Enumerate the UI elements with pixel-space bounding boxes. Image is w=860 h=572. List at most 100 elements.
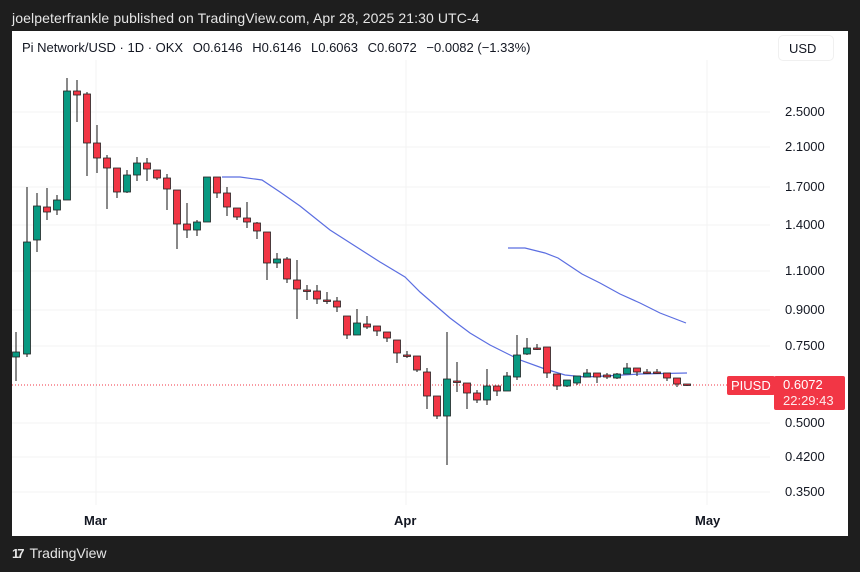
candle-down[interactable]: [433, 395, 441, 419]
candle-down[interactable]: [183, 203, 191, 238]
candle-down[interactable]: [313, 285, 321, 304]
price-axis-label: 0.7500: [785, 338, 825, 353]
candle-up[interactable]: [443, 332, 451, 465]
candle-down[interactable]: [463, 382, 471, 409]
candle-down[interactable]: [593, 372, 601, 383]
candle-down[interactable]: [163, 174, 171, 210]
candle-up[interactable]: [53, 195, 61, 215]
tradingview-footer[interactable]: 17 TradingView: [12, 545, 107, 561]
candle-down[interactable]: [363, 316, 371, 329]
price-axis-label: 1.7000: [785, 179, 825, 194]
price-axis-label: 1.4000: [785, 217, 825, 232]
candle-down[interactable]: [663, 372, 671, 381]
candle-down[interactable]: [333, 297, 341, 312]
candle-down[interactable]: [293, 260, 301, 319]
last-price-value: 0.6072: [783, 377, 823, 392]
time-axis-label: May: [695, 513, 721, 528]
candle-down[interactable]: [543, 346, 551, 378]
candle-down[interactable]: [303, 285, 311, 300]
candle-down[interactable]: [83, 92, 91, 176]
candle-up[interactable]: [563, 379, 571, 387]
candle-down[interactable]: [113, 167, 121, 198]
candle-up[interactable]: [123, 170, 131, 193]
candle-up[interactable]: [613, 373, 621, 379]
candle-down[interactable]: [403, 351, 411, 358]
candle-down[interactable]: [673, 377, 681, 387]
candle-up[interactable]: [523, 338, 531, 355]
candle-down[interactable]: [393, 339, 401, 363]
candle-down[interactable]: [423, 368, 431, 409]
symbol-title[interactable]: Pi Network/USD · 1D · OKX: [22, 40, 184, 55]
candle-down[interactable]: [73, 80, 81, 122]
candle-down[interactable]: [173, 189, 181, 249]
high-value: H0.6146: [252, 40, 302, 55]
candle-down[interactable]: [223, 187, 231, 216]
moving-average-line: [508, 247, 687, 324]
price-axis-label: 0.3500: [785, 484, 825, 499]
candle-up[interactable]: [273, 253, 281, 268]
candle-down[interactable]: [473, 390, 481, 403]
candle-down[interactable]: [633, 367, 641, 376]
candle-up[interactable]: [623, 363, 631, 375]
bar-countdown: 22:29:43: [783, 393, 834, 408]
candle-up[interactable]: [23, 187, 31, 357]
candle-up[interactable]: [573, 375, 581, 385]
candle-down[interactable]: [653, 369, 661, 374]
candle-up[interactable]: [583, 369, 591, 378]
candle-down[interactable]: [233, 207, 241, 220]
candle-down[interactable]: [343, 315, 351, 339]
candle-down[interactable]: [93, 125, 101, 173]
candle-up[interactable]: [63, 78, 71, 201]
candle-up[interactable]: [503, 372, 511, 392]
open-value: O0.6146: [192, 40, 243, 55]
price-axis-label: 2.1000: [785, 139, 825, 154]
brand-name: TradingView: [29, 545, 107, 561]
price-axis-label: 0.9000: [785, 302, 825, 317]
candle-down[interactable]: [413, 355, 421, 372]
price-axis-label: 1.1000: [785, 263, 825, 278]
candle-down[interactable]: [603, 373, 611, 379]
low-value: L0.6063: [311, 40, 358, 55]
candle-down[interactable]: [383, 331, 391, 342]
candle-down[interactable]: [213, 176, 221, 198]
candle-up[interactable]: [353, 309, 361, 336]
candle-down[interactable]: [153, 169, 161, 180]
candle-down[interactable]: [643, 369, 651, 374]
change-value: −0.0082 (−1.33%): [426, 40, 531, 55]
price-axis-label: 0.4200: [785, 449, 825, 464]
candle-down[interactable]: [253, 222, 261, 239]
time-axis-label: Mar: [84, 513, 108, 528]
moving-average-line: [222, 176, 688, 378]
candle-down[interactable]: [453, 362, 461, 392]
chart-panel[interactable]: [12, 31, 848, 536]
currency-button[interactable]: USD: [778, 35, 834, 61]
candle-down[interactable]: [533, 344, 541, 350]
candle-down[interactable]: [103, 155, 111, 209]
candle-down[interactable]: [283, 257, 291, 283]
candle-up[interactable]: [12, 332, 20, 381]
candle-up[interactable]: [33, 193, 41, 252]
publisher-line: joelpeterfrankle published on TradingVie…: [12, 10, 480, 26]
candle-down[interactable]: [243, 202, 251, 228]
candle-down[interactable]: [263, 231, 271, 280]
symbol-legend: Pi Network/USD · 1D · OKX O0.6146 H0.614…: [22, 40, 536, 55]
candle-down[interactable]: [323, 292, 331, 304]
candle-up[interactable]: [513, 335, 521, 380]
symbol-price-tag: PIUSD: [727, 376, 775, 395]
candle-up[interactable]: [133, 157, 141, 181]
price-axis-label: 2.5000: [785, 104, 825, 119]
time-axis-label: Apr: [394, 513, 417, 528]
candle-down[interactable]: [493, 385, 501, 396]
tradingview-logo-icon: 17: [12, 545, 25, 561]
candle-down[interactable]: [373, 325, 381, 336]
candle-down[interactable]: [553, 373, 561, 390]
candle-down[interactable]: [683, 383, 691, 386]
frame-edge: [0, 31, 12, 536]
candle-up[interactable]: [483, 369, 491, 405]
candle-up[interactable]: [193, 220, 201, 236]
last-price-tag: 0.6072 22:29:43: [774, 376, 845, 410]
candle-down[interactable]: [143, 158, 151, 181]
candle-down[interactable]: [43, 188, 51, 220]
candle-up[interactable]: [203, 176, 211, 223]
